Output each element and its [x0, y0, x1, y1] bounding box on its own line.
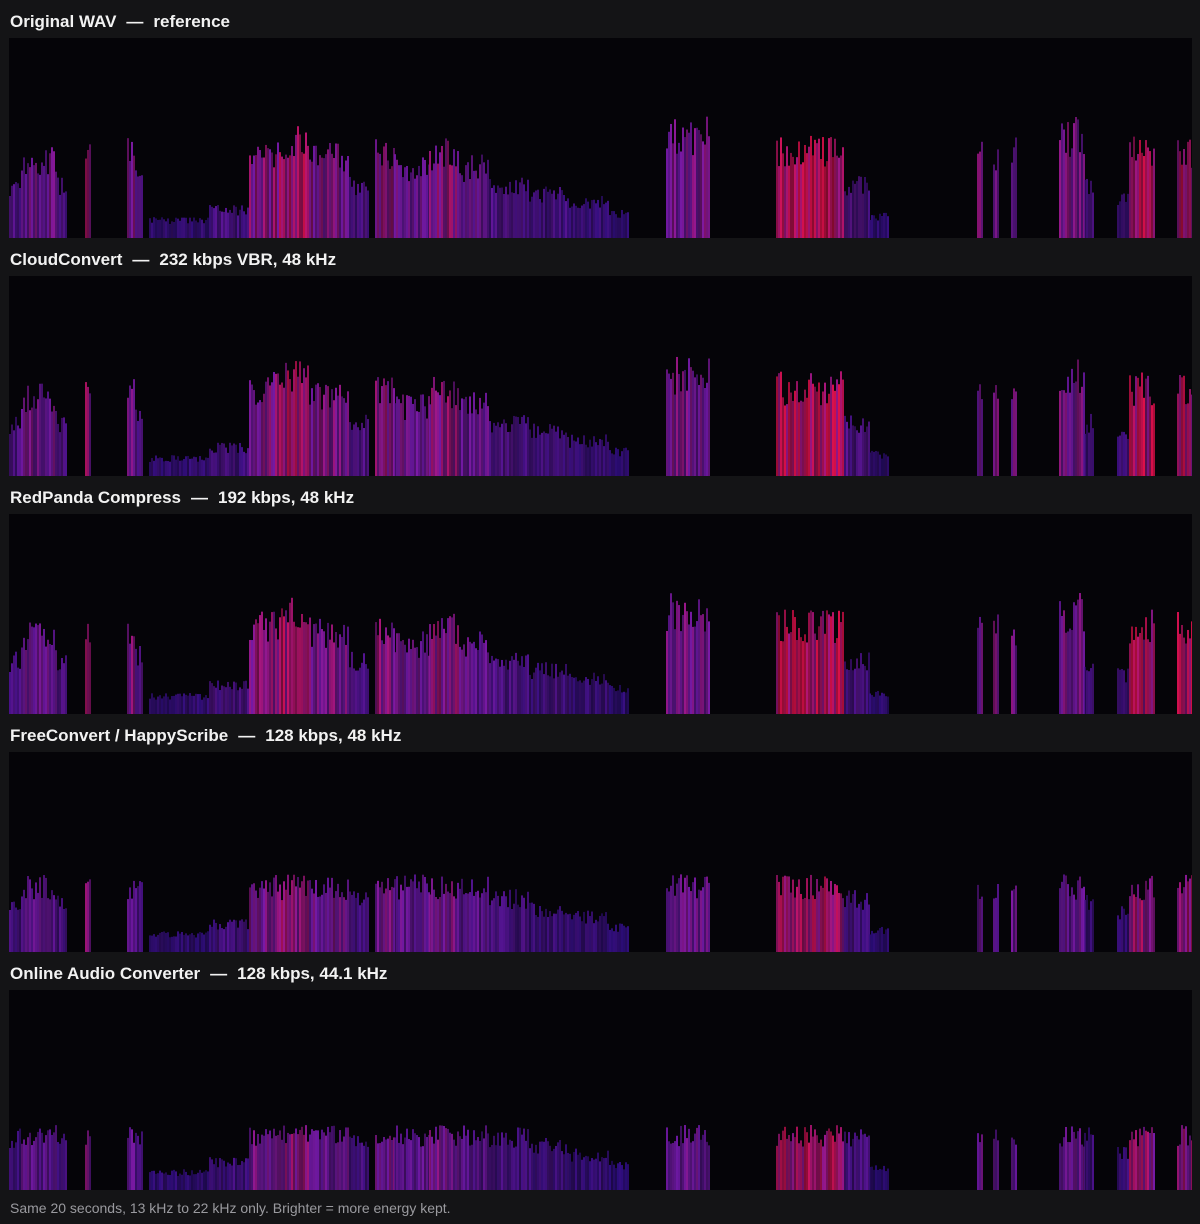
encoder-detail: 232 kbps VBR, 48 kHz: [159, 250, 337, 269]
panel-title: RedPanda Compress — 192 kbps, 48 kHz: [10, 488, 354, 508]
encoder-name: CloudConvert: [10, 250, 123, 269]
spectrogram: [9, 990, 1192, 1190]
spectrogram: [9, 38, 1192, 238]
encoder-name: FreeConvert / HappyScribe: [10, 726, 229, 745]
title-separator: —: [210, 964, 228, 983]
encoder-name: RedPanda Compress: [10, 488, 181, 507]
encoder-name: Online Audio Converter: [10, 964, 201, 983]
spectrogram: [9, 752, 1192, 952]
title-separator: —: [132, 250, 150, 269]
panel-title: Online Audio Converter — 128 kbps, 44.1 kH…: [10, 964, 387, 984]
title-separator: —: [238, 726, 256, 745]
panel-cloudconvert: CloudConvert — 232 kbps VBR, 48 kHz: [0, 238, 1200, 476]
panel-title: Original WAV — reference: [10, 12, 230, 32]
encoder-name: Original WAV: [10, 12, 117, 31]
encoder-detail: 192 kbps, 48 kHz: [218, 488, 355, 507]
panel-original-wav: Original WAV — reference: [0, 0, 1200, 238]
spectrogram-texture: [9, 356, 1192, 476]
spectrogram-texture: [9, 1124, 1192, 1190]
encoder-detail: 128 kbps, 44.1 kHz: [237, 964, 388, 983]
panel-title: CloudConvert — 232 kbps VBR, 48 kHz: [10, 250, 336, 270]
spectrogram-texture: [9, 593, 1192, 714]
spectrogram: [9, 276, 1192, 476]
encoder-detail: 128 kbps, 48 kHz: [265, 726, 402, 745]
caption: Same 20 seconds, 13 kHz to 22 kHz only. …: [10, 1200, 451, 1216]
encoder-detail: reference: [153, 12, 230, 31]
title-separator: —: [126, 12, 144, 31]
panel-online-audio-converter: Online Audio Converter — 128 kbps, 44.1 kH…: [0, 952, 1200, 1190]
panel-redpanda-compress: RedPanda Compress — 192 kbps, 48 kHz: [0, 476, 1200, 714]
spectrogram-texture: [9, 874, 1192, 952]
spectrogram-texture: [9, 116, 1192, 238]
panel-title: FreeConvert / HappyScribe — 128 kbps, 48 k…: [10, 726, 401, 746]
panel-freeconvert-happyscribe: FreeConvert / HappyScribe — 128 kbps, 48 k…: [0, 714, 1200, 952]
title-separator: —: [191, 488, 208, 507]
spectrogram: [9, 514, 1192, 714]
